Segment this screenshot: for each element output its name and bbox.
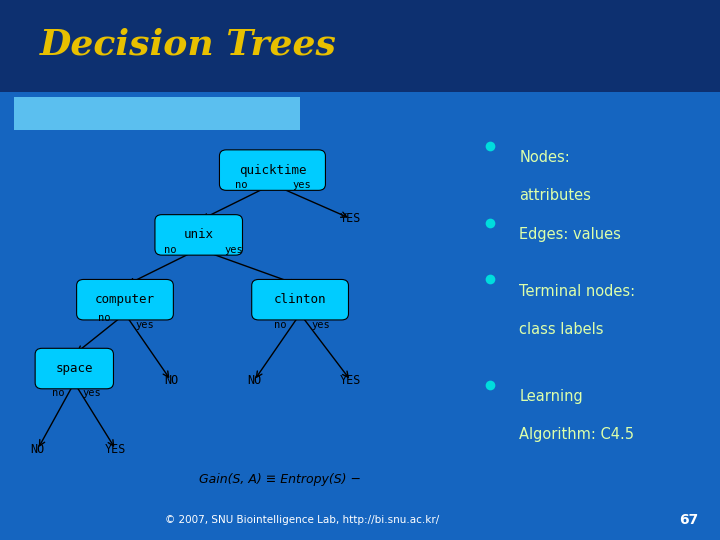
Text: Gain(S, A) ≡ Entropy(S) −: Gain(S, A) ≡ Entropy(S) − [199,473,361,486]
Text: YES: YES [340,212,361,225]
Text: unix: unix [184,228,214,241]
Text: Learning: Learning [519,389,583,404]
Text: quicktime: quicktime [239,164,306,177]
Text: yes: yes [292,180,311,190]
Text: yes: yes [82,388,101,399]
FancyBboxPatch shape [155,214,243,255]
FancyBboxPatch shape [76,280,174,320]
Text: YES: YES [105,443,127,456]
Text: yes: yes [225,245,243,255]
Text: Nodes:: Nodes: [519,150,570,165]
FancyBboxPatch shape [220,150,325,191]
Text: NO: NO [164,374,178,387]
Text: no: no [235,180,248,190]
Text: no: no [274,320,287,329]
Text: NO: NO [247,374,261,387]
Text: 67: 67 [679,513,698,526]
Text: no: no [98,313,110,323]
Text: © 2007, SNU Biointelligence Lab, http://bi.snu.ac.kr/: © 2007, SNU Biointelligence Lab, http://… [166,515,439,525]
FancyBboxPatch shape [35,348,114,389]
FancyBboxPatch shape [252,280,348,320]
Text: yes: yes [135,320,154,329]
Text: Edges: values: Edges: values [519,227,621,242]
Text: clinton: clinton [274,293,326,306]
Text: NO: NO [30,443,45,456]
Text: computer: computer [95,293,155,306]
FancyBboxPatch shape [14,97,300,130]
Text: class labels: class labels [519,322,604,337]
FancyBboxPatch shape [0,0,720,92]
Text: YES: YES [340,374,361,387]
Text: attributes: attributes [519,188,591,204]
Text: Decision Trees: Decision Trees [40,27,336,61]
Text: Algorithm: C4.5: Algorithm: C4.5 [519,427,634,442]
Text: no: no [164,245,177,255]
Text: space: space [55,362,93,375]
Text: Terminal nodes:: Terminal nodes: [519,284,635,299]
Text: yes: yes [312,320,330,329]
Text: no: no [52,388,64,399]
